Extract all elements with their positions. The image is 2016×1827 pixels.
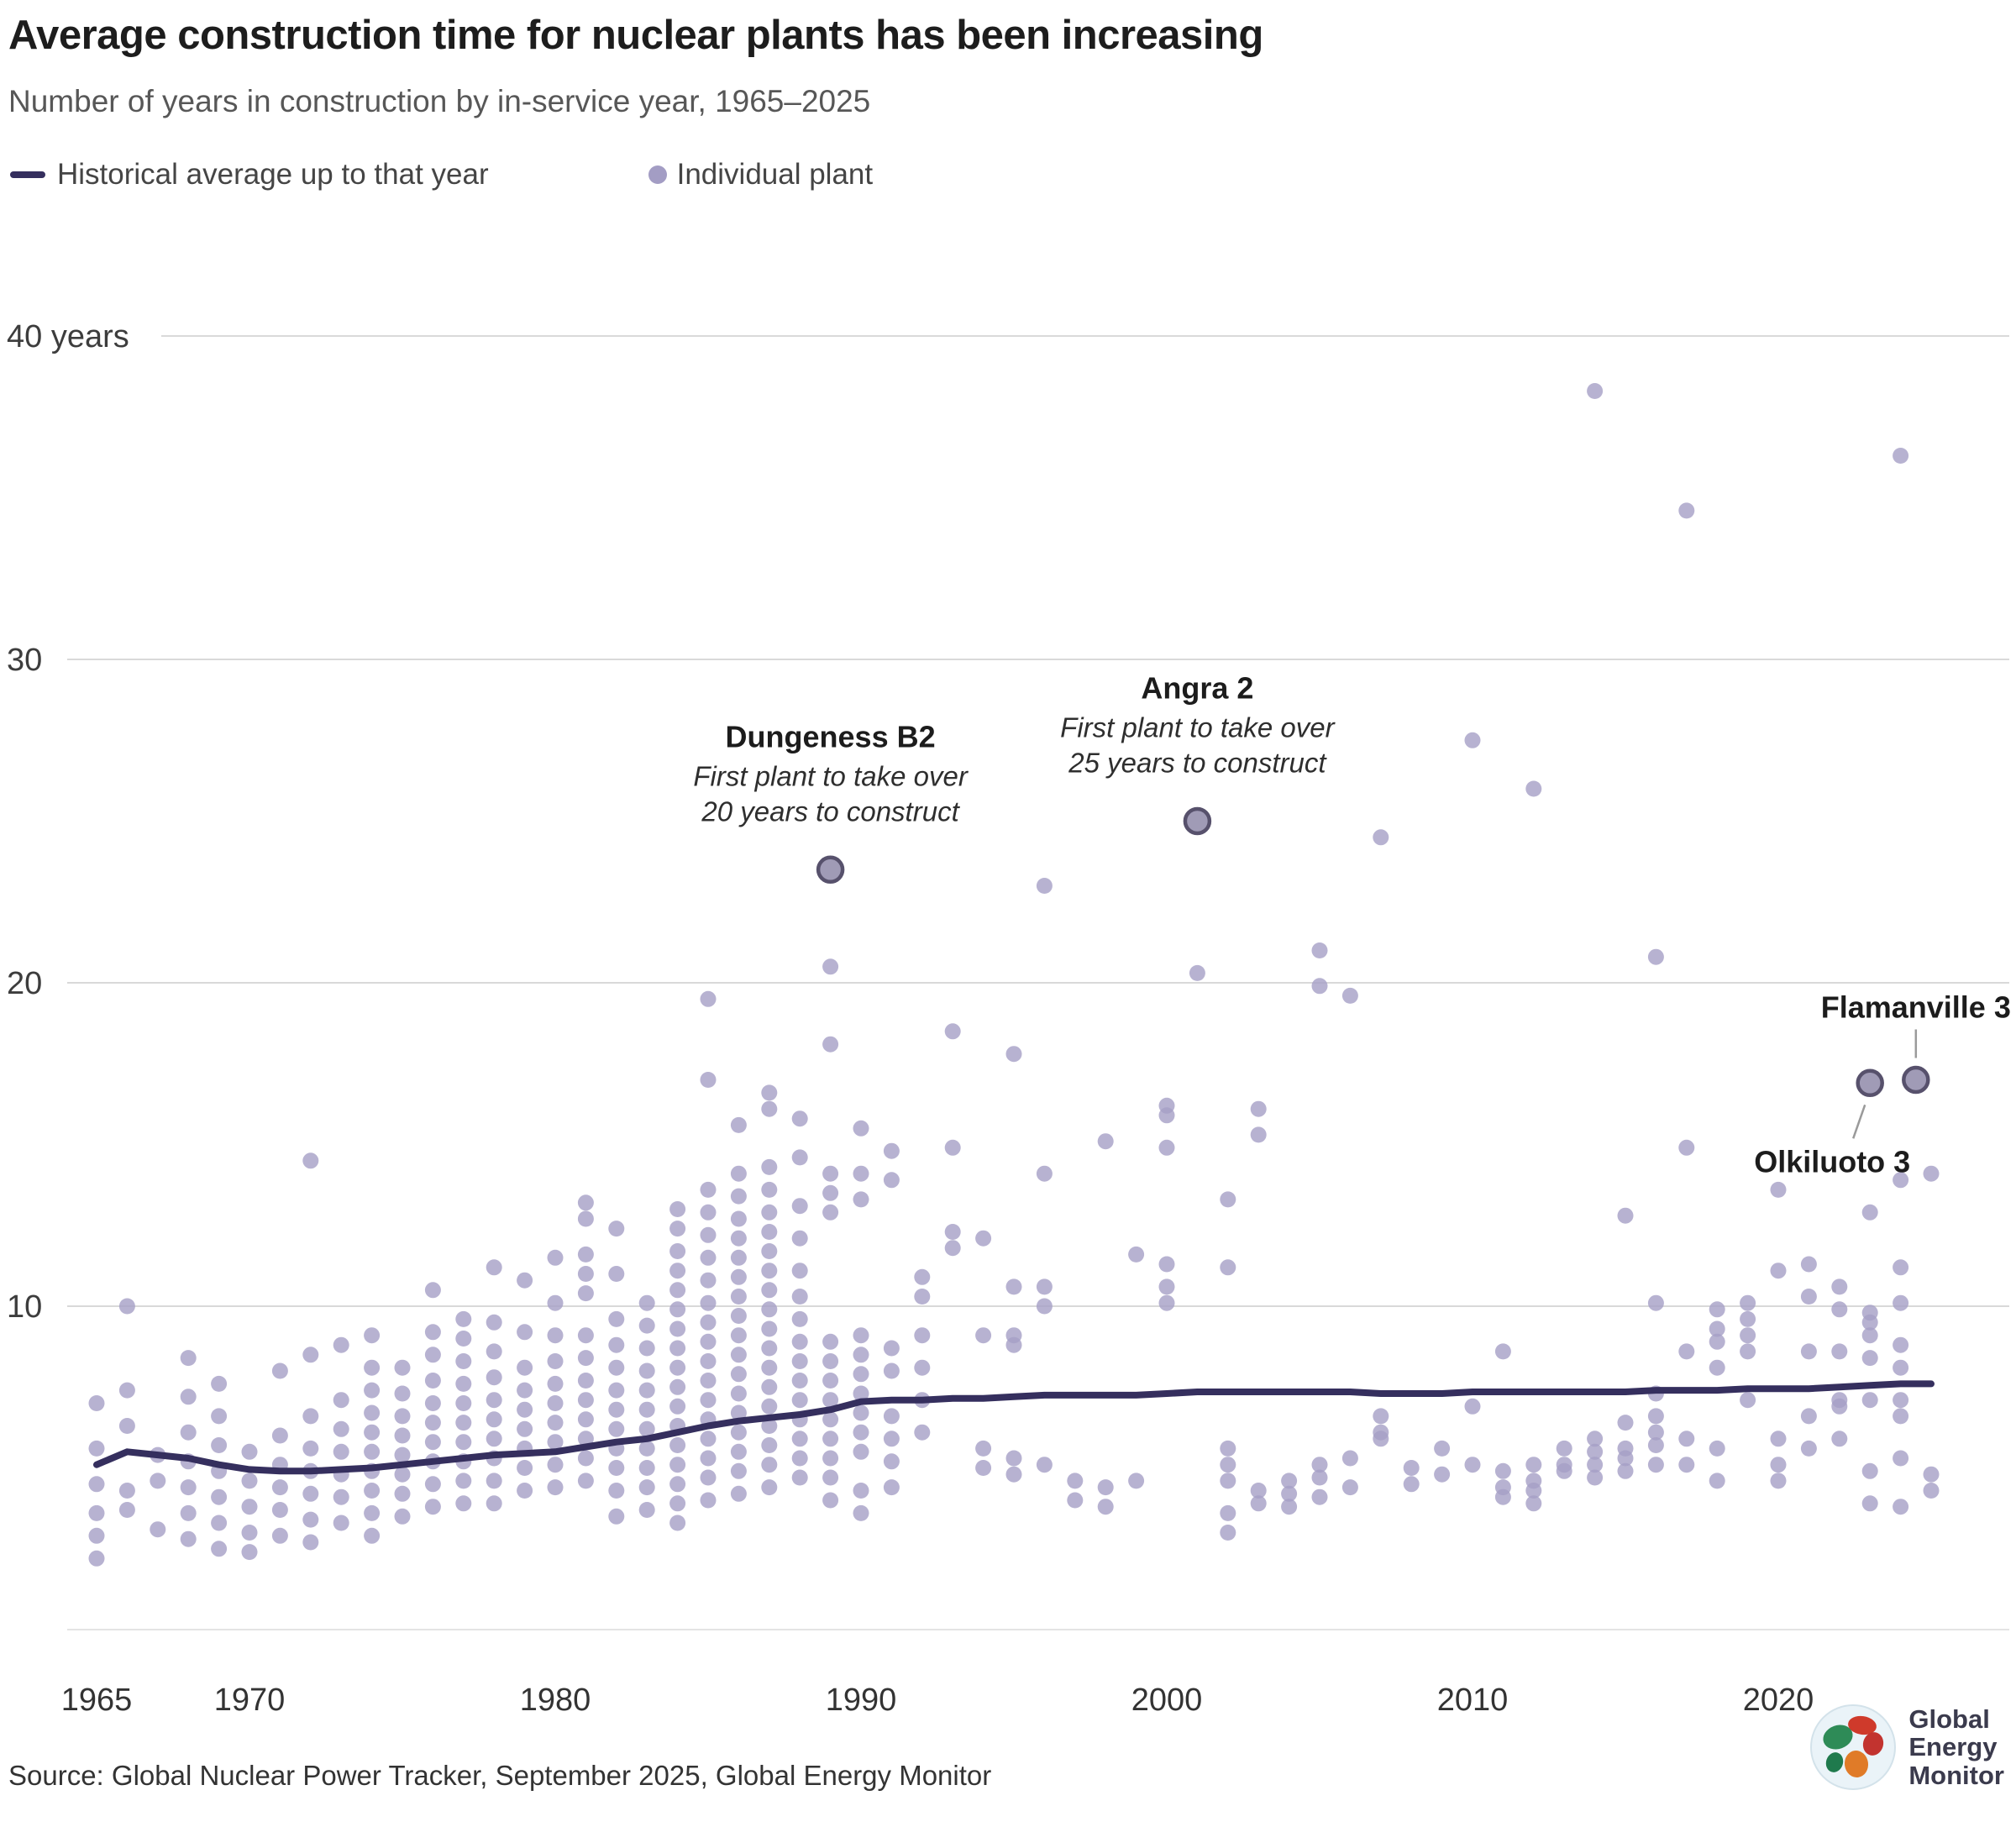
- svg-text:First plant to take over: First plant to take over: [693, 760, 969, 791]
- svg-text:10: 10: [7, 1289, 42, 1325]
- page-title: Average construction time for nuclear pl…: [8, 13, 1263, 58]
- svg-text:First plant to take over: First plant to take over: [1060, 712, 1336, 743]
- svg-text:1965: 1965: [61, 1683, 133, 1718]
- legend-item-plant: Individual plant: [648, 158, 874, 192]
- svg-text:1980: 1980: [520, 1683, 591, 1718]
- svg-text:20: 20: [7, 966, 42, 1001]
- svg-text:1990: 1990: [826, 1683, 897, 1718]
- plant-dot-swatch-icon: [648, 165, 667, 184]
- legend: Historical average up to that year Indiv…: [10, 158, 873, 192]
- svg-text:Angra 2: Angra 2: [1141, 671, 1253, 706]
- legend-item-average: Historical average up to that year: [10, 158, 489, 192]
- svg-text:2010: 2010: [1437, 1683, 1509, 1718]
- svg-text:30: 30: [7, 643, 42, 678]
- gem-logo-globe-icon: [1810, 1704, 1897, 1790]
- svg-text:Flamanville 3: Flamanville 3: [1821, 990, 2011, 1025]
- gem-logo: Global Energy Monitor: [1809, 1704, 2004, 1791]
- average-line-swatch-icon: [10, 171, 45, 178]
- svg-text:Dungeness B2: Dungeness B2: [726, 719, 936, 753]
- svg-text:Olkiluoto 3: Olkiluoto 3: [1754, 1144, 1910, 1179]
- svg-text:25 years to construct: 25 years to construct: [1068, 748, 1327, 779]
- legend-plant-label: Individual plant: [676, 158, 874, 191]
- page-subtitle: Number of years in construction by in-se…: [8, 84, 871, 118]
- svg-text:20 years to construct: 20 years to construct: [701, 795, 960, 827]
- svg-text:2000: 2000: [1131, 1683, 1203, 1718]
- svg-text:1970: 1970: [214, 1683, 286, 1718]
- legend-average-label: Historical average up to that year: [57, 158, 489, 191]
- svg-text:40 years: 40 years: [7, 319, 129, 354]
- svg-text:2020: 2020: [1743, 1683, 1814, 1718]
- gem-logo-text: Global Energy Monitor: [1908, 1704, 2004, 1790]
- source-note: Source: Global Nuclear Power Tracker, Se…: [8, 1760, 992, 1791]
